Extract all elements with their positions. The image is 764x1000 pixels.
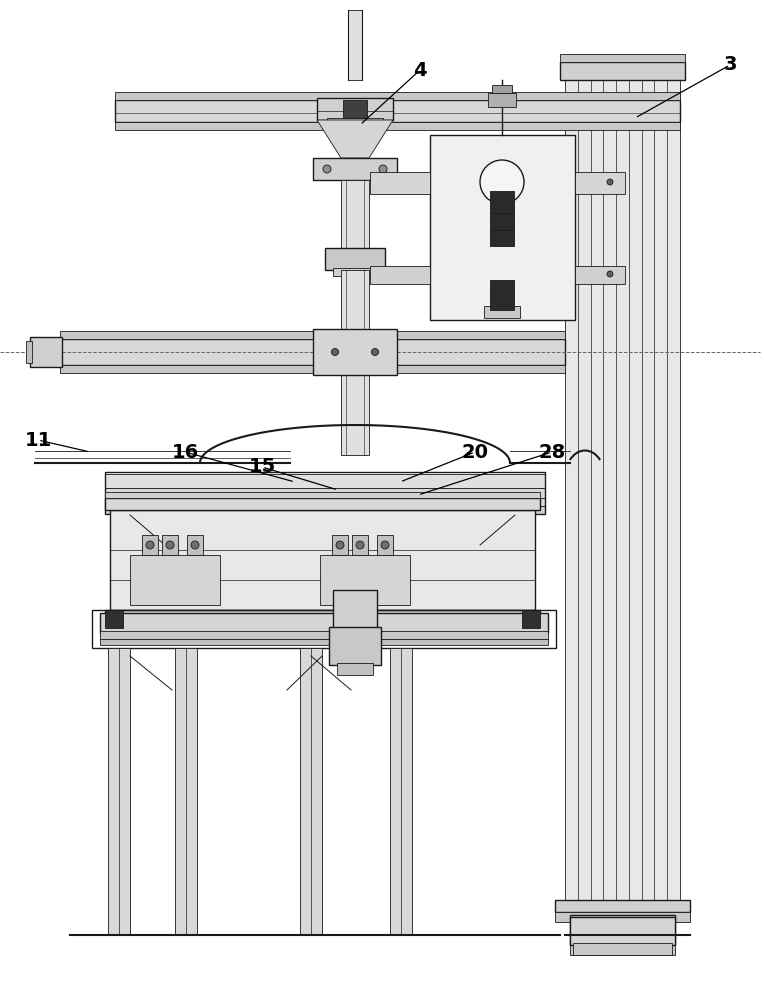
Bar [115,100,680,122]
Bar [105,498,545,506]
Bar [575,172,625,194]
Bar [490,280,514,310]
Bar [92,610,556,648]
Bar [565,80,680,900]
Bar [488,93,516,107]
Bar [100,613,548,633]
Bar [60,339,565,365]
Circle shape [323,165,331,173]
Text: 20: 20 [461,442,488,462]
Bar [100,631,548,639]
Circle shape [336,541,344,549]
Bar [105,506,545,514]
Bar [570,915,675,945]
Bar [142,535,158,555]
Bar [343,100,367,118]
Bar [555,912,690,922]
Circle shape [607,179,613,185]
Bar [333,268,377,276]
Bar [105,610,123,628]
Bar [522,610,540,628]
Text: 11: 11 [24,430,52,450]
Bar [337,663,373,675]
Bar [370,172,430,194]
Circle shape [480,160,524,204]
Bar [115,92,680,100]
Bar [175,648,197,935]
Bar [187,535,203,555]
Text: 4: 4 [413,60,427,80]
Bar [105,610,540,622]
Bar [162,535,178,555]
Bar [341,355,369,455]
Bar [105,498,540,510]
Bar [313,158,397,180]
Bar [332,535,348,555]
Bar [575,266,625,284]
Bar [105,622,540,630]
Bar [313,329,397,375]
Polygon shape [317,120,393,158]
Bar [390,648,412,935]
Bar [560,54,685,62]
Bar [60,365,565,373]
Bar [573,943,672,955]
Bar [348,10,362,80]
Bar [329,339,381,355]
Circle shape [356,541,364,549]
Bar [570,943,675,955]
Bar [105,488,545,498]
Bar [484,306,520,318]
Bar [341,180,369,250]
Circle shape [191,541,199,549]
Bar [430,135,575,320]
Bar [115,122,680,130]
Bar [105,474,545,488]
Circle shape [607,271,613,277]
Bar [60,331,565,339]
Text: 15: 15 [248,458,276,477]
Bar [329,627,381,665]
Bar [105,492,540,498]
Bar [320,555,410,605]
Bar [110,510,535,610]
Text: 16: 16 [171,442,199,462]
Bar [105,472,545,514]
Bar [490,191,514,246]
Bar [555,900,690,912]
Circle shape [381,541,389,549]
Bar [341,270,369,340]
Bar [327,125,383,133]
Bar [333,590,377,630]
Text: 28: 28 [539,442,565,462]
Bar [327,118,383,126]
Bar [130,555,220,605]
Bar [560,62,685,80]
Circle shape [166,541,174,549]
Bar [370,266,430,284]
Bar [26,341,32,363]
Bar [300,648,322,935]
Bar [570,917,675,945]
Bar [30,337,62,367]
Circle shape [332,349,338,356]
Circle shape [379,165,387,173]
Bar [377,535,393,555]
Bar [325,248,385,270]
Bar [100,639,548,645]
Circle shape [146,541,154,549]
Circle shape [371,349,378,356]
Bar [317,98,393,120]
Text: 3: 3 [724,55,736,75]
Bar [492,85,512,93]
Bar [352,535,368,555]
Bar [108,648,130,935]
